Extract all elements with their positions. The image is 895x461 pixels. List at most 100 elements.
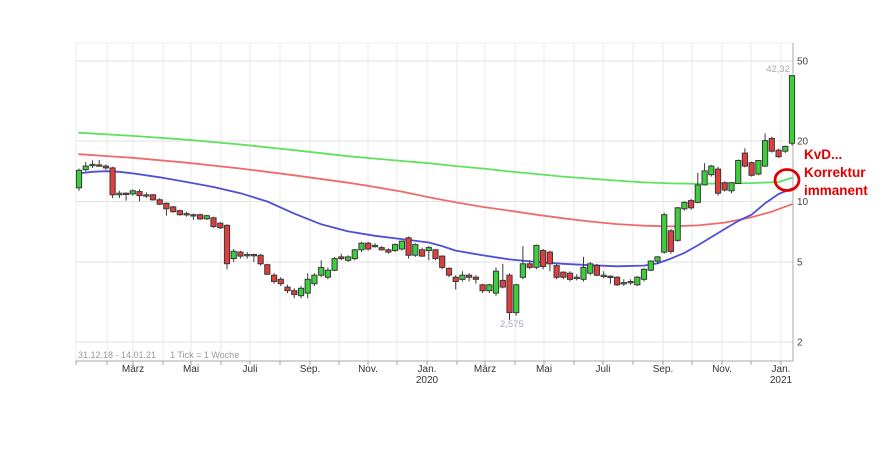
candle [762, 140, 769, 167]
y-tick-label: 50 [797, 57, 809, 68]
candle [338, 256, 345, 260]
candle [75, 169, 83, 189]
candle [439, 255, 446, 268]
candle [472, 276, 479, 280]
candle [701, 170, 708, 186]
candle [271, 274, 278, 283]
candle [123, 192, 130, 195]
candle [136, 191, 143, 197]
x-tick-label: Mai [183, 364, 199, 375]
annotation-text: KvD... Korrektur immanent [804, 146, 868, 200]
chart-footer: 31.12.18 - 14.01.21 1 Tick = 1 Woche [78, 350, 253, 360]
candle [466, 274, 473, 278]
candle [486, 284, 493, 292]
candle [170, 206, 177, 213]
candle [257, 254, 264, 265]
candle [634, 276, 641, 286]
candle [109, 167, 116, 196]
y-tick-label: 5 [797, 258, 803, 269]
candle [620, 282, 627, 285]
annotation-line-3: immanent [804, 183, 868, 198]
x-tick-label: Jan. [772, 364, 791, 375]
candle [203, 215, 210, 220]
candle [82, 165, 89, 171]
candle [297, 287, 305, 297]
candle [176, 210, 184, 216]
candle [398, 240, 405, 250]
candle [654, 256, 661, 262]
candle [264, 264, 271, 275]
x-tick-sublabel: 2021 [770, 375, 793, 386]
candle [681, 201, 688, 210]
candle [768, 137, 775, 152]
date-range-label: 31.12.18 - 14.01.21 [78, 350, 157, 360]
tick-info-label: 1 Tick = 1 Woche [170, 350, 240, 360]
candle [190, 214, 197, 217]
candle [566, 272, 574, 280]
x-tick-sublabel: 2020 [416, 375, 439, 386]
candle [540, 250, 547, 268]
candle [519, 263, 526, 278]
candle [365, 242, 372, 250]
candle [237, 251, 244, 257]
candle [735, 160, 742, 184]
x-tick-label: Juli [595, 364, 610, 375]
candle [755, 160, 762, 175]
candle [149, 194, 157, 201]
candle [311, 274, 318, 285]
annotation-line-1: KvD... [804, 147, 843, 162]
candle [560, 271, 567, 278]
candle [452, 276, 459, 283]
candle [647, 260, 654, 271]
candle [210, 217, 217, 228]
x-tick-label: Sep. [653, 364, 674, 375]
candle [250, 254, 258, 257]
candle [96, 164, 103, 167]
candle [345, 256, 352, 261]
candle [533, 244, 540, 268]
candle [694, 184, 701, 203]
candle [587, 263, 594, 274]
candle [688, 200, 695, 209]
candle [580, 266, 587, 280]
ma-long-green [78, 131, 793, 185]
candle [553, 265, 560, 278]
candle [513, 284, 520, 314]
candle [156, 199, 163, 205]
ma-mid-red [78, 153, 793, 228]
candle [479, 284, 486, 292]
candle [459, 274, 466, 280]
candle [197, 214, 204, 220]
annotation-circle-group [773, 168, 801, 192]
candle [748, 162, 755, 176]
candle [714, 168, 722, 194]
candle [782, 145, 789, 152]
candle [304, 278, 311, 294]
x-tick-label: Juli [242, 364, 257, 375]
candle [593, 265, 600, 276]
y-tick-label: 2 [797, 338, 803, 349]
candle [277, 278, 284, 285]
candle [371, 244, 379, 248]
candle [412, 244, 419, 256]
x-tick-label: Jan. [418, 364, 437, 375]
candle [284, 286, 291, 292]
candle [331, 258, 338, 271]
candle [546, 251, 553, 265]
candle [217, 222, 224, 229]
candle [425, 247, 432, 252]
candle [775, 149, 782, 158]
candle [721, 182, 728, 191]
candle [499, 279, 506, 288]
candle [640, 268, 648, 280]
candle [378, 247, 385, 251]
candle [89, 163, 96, 167]
moving-averages [78, 131, 793, 268]
candle [244, 254, 251, 257]
candle [324, 269, 331, 278]
ma-short-blue [78, 170, 793, 268]
candle [627, 281, 634, 284]
